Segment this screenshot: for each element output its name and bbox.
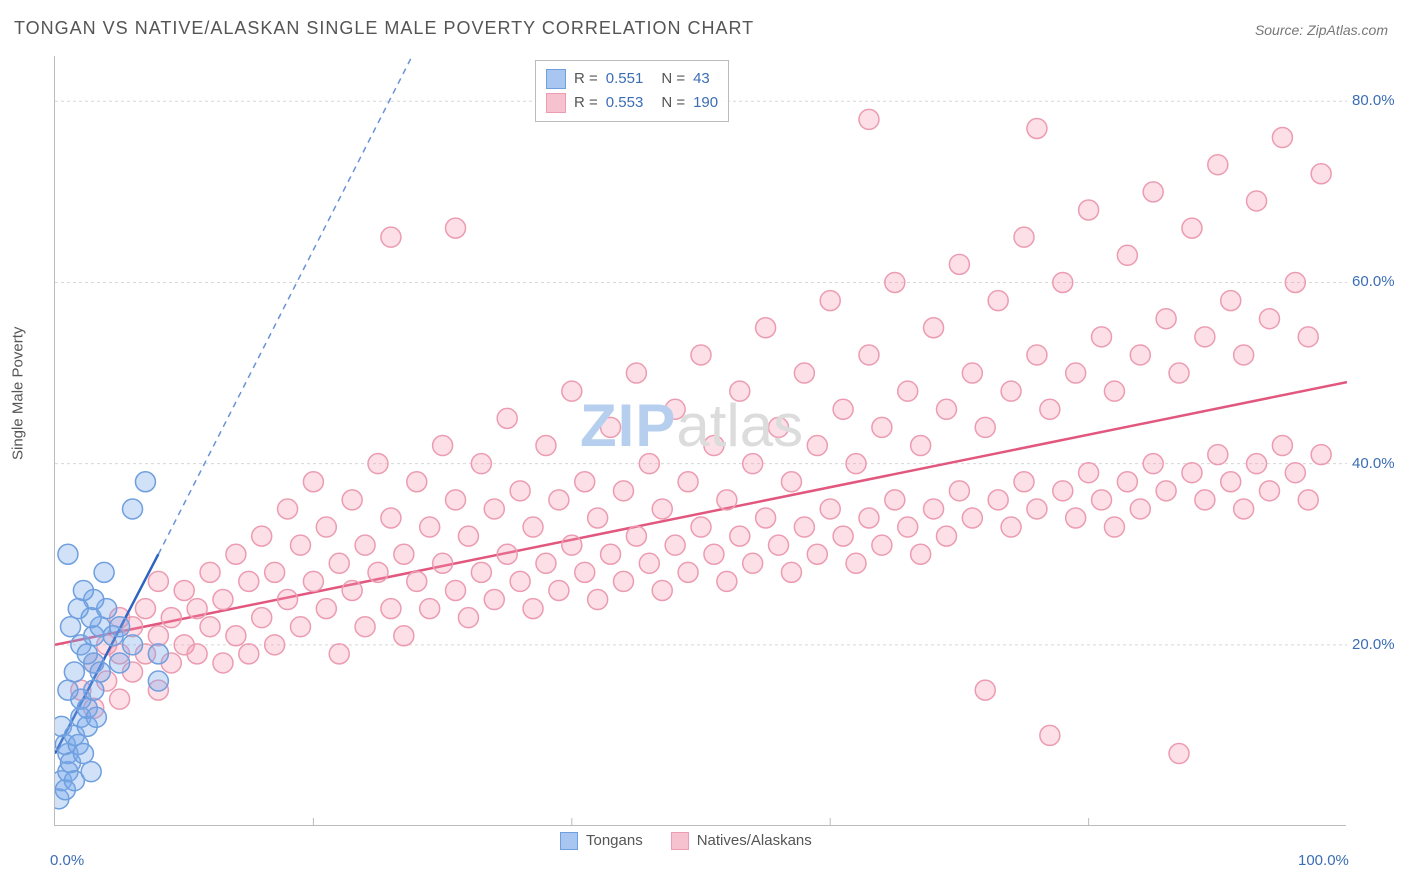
x-tick-label: 100.0% [1298,852,1349,869]
stats-legend-row: R = 0.551 N = 43 [546,67,718,91]
x-tick-label: 0.0% [50,852,84,869]
y-tick-label: 20.0% [1352,636,1395,653]
plot-area [54,56,1346,826]
stats-n-value: 190 [693,91,718,115]
y-axis-label: Single Male Poverty [10,327,27,460]
stats-n-label: N = [661,91,685,115]
stats-legend: R = 0.551 N = 43 R = 0.553 N = 190 [535,60,729,122]
stats-r-value: 0.551 [606,67,644,91]
stats-n-value: 43 [693,67,710,91]
stats-n-label: N = [661,67,685,91]
y-tick-label: 60.0% [1352,273,1395,290]
series-legend: Tongans Natives/Alaskans [560,832,812,850]
chart-title: TONGAN VS NATIVE/ALASKAN SINGLE MALE POV… [14,18,754,39]
y-tick-label: 40.0% [1352,455,1395,472]
chart-svg [55,56,1347,826]
chart-container: TONGAN VS NATIVE/ALASKAN SINGLE MALE POV… [0,0,1406,892]
legend-swatch [671,832,689,850]
legend-swatch [560,832,578,850]
legend-item: Natives/Alaskans [671,832,812,850]
stats-r-label: R = [574,91,598,115]
legend-label: Tongans [586,832,643,849]
stats-legend-swatch [546,69,566,89]
stats-legend-swatch [546,93,566,113]
stats-legend-row: R = 0.553 N = 190 [546,91,718,115]
y-tick-label: 80.0% [1352,92,1395,109]
legend-label: Natives/Alaskans [697,832,812,849]
stats-r-label: R = [574,67,598,91]
source-attribution: Source: ZipAtlas.com [1255,22,1388,38]
legend-item: Tongans [560,832,643,850]
stats-r-value: 0.553 [606,91,644,115]
